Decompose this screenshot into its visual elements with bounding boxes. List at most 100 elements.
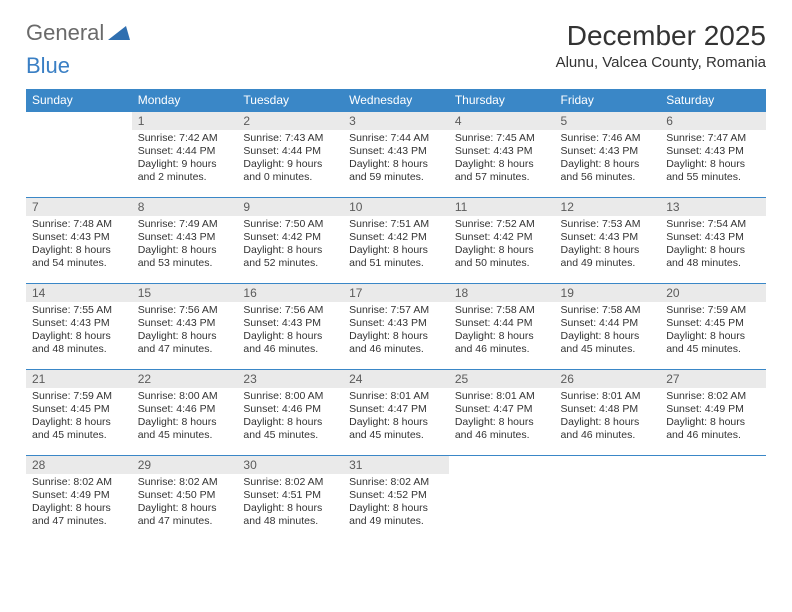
day-details: Sunrise: 8:02 AMSunset: 4:50 PMDaylight:… — [132, 474, 238, 533]
calendar-day-cell: 13Sunrise: 7:54 AMSunset: 4:43 PMDayligh… — [660, 198, 766, 284]
daylight-text: and 52 minutes. — [243, 257, 337, 270]
daylight-text: Daylight: 8 hours — [349, 244, 443, 257]
location-text: Alunu, Valcea County, Romania — [556, 54, 766, 71]
daylight-text: and 55 minutes. — [666, 171, 760, 184]
day-details: Sunrise: 8:02 AMSunset: 4:49 PMDaylight:… — [26, 474, 132, 533]
daylight-text: Daylight: 8 hours — [561, 244, 655, 257]
daylight-text: Daylight: 8 hours — [138, 330, 232, 343]
sunset-text: Sunset: 4:43 PM — [138, 317, 232, 330]
day-number: 6 — [660, 112, 766, 130]
daylight-text: and 46 minutes. — [666, 429, 760, 442]
daylight-text: and 59 minutes. — [349, 171, 443, 184]
calendar-day-cell: 18Sunrise: 7:58 AMSunset: 4:44 PMDayligh… — [449, 284, 555, 370]
daylight-text: and 48 minutes. — [666, 257, 760, 270]
day-details: Sunrise: 7:48 AMSunset: 4:43 PMDaylight:… — [26, 216, 132, 275]
daylight-text: and 46 minutes. — [455, 429, 549, 442]
sunset-text: Sunset: 4:49 PM — [666, 403, 760, 416]
sunset-text: Sunset: 4:42 PM — [349, 231, 443, 244]
sunset-text: Sunset: 4:42 PM — [455, 231, 549, 244]
day-number: 2 — [237, 112, 343, 130]
daylight-text: and 48 minutes. — [243, 515, 337, 528]
day-number: 7 — [26, 198, 132, 216]
calendar-day-cell: 24Sunrise: 8:01 AMSunset: 4:47 PMDayligh… — [343, 370, 449, 456]
calendar-day-cell: 4Sunrise: 7:45 AMSunset: 4:43 PMDaylight… — [449, 112, 555, 198]
logo: General — [26, 20, 132, 46]
calendar-table: SundayMondayTuesdayWednesdayThursdayFrid… — [26, 89, 766, 542]
sunset-text: Sunset: 4:44 PM — [455, 317, 549, 330]
day-details: Sunrise: 8:01 AMSunset: 4:47 PMDaylight:… — [343, 388, 449, 447]
daylight-text: Daylight: 8 hours — [666, 416, 760, 429]
day-number: 9 — [237, 198, 343, 216]
day-number: 14 — [26, 284, 132, 302]
day-details: Sunrise: 7:56 AMSunset: 4:43 PMDaylight:… — [237, 302, 343, 361]
day-details: Sunrise: 7:53 AMSunset: 4:43 PMDaylight:… — [555, 216, 661, 275]
sunrise-text: Sunrise: 7:57 AM — [349, 304, 443, 317]
sunset-text: Sunset: 4:43 PM — [666, 231, 760, 244]
sunset-text: Sunset: 4:44 PM — [561, 317, 655, 330]
day-number: 17 — [343, 284, 449, 302]
day-details: Sunrise: 7:57 AMSunset: 4:43 PMDaylight:… — [343, 302, 449, 361]
sunset-text: Sunset: 4:52 PM — [349, 489, 443, 502]
day-number: 23 — [237, 370, 343, 388]
day-number: 16 — [237, 284, 343, 302]
daylight-text: and 53 minutes. — [138, 257, 232, 270]
daylight-text: and 45 minutes. — [32, 429, 126, 442]
sunset-text: Sunset: 4:43 PM — [32, 231, 126, 244]
day-number: 24 — [343, 370, 449, 388]
daylight-text: Daylight: 8 hours — [349, 502, 443, 515]
calendar-day-cell: 27Sunrise: 8:02 AMSunset: 4:49 PMDayligh… — [660, 370, 766, 456]
sunset-text: Sunset: 4:44 PM — [138, 145, 232, 158]
logo-triangle-icon — [106, 20, 130, 46]
daylight-text: and 45 minutes. — [138, 429, 232, 442]
sunset-text: Sunset: 4:49 PM — [32, 489, 126, 502]
daylight-text: Daylight: 8 hours — [349, 416, 443, 429]
calendar-day-cell: 6Sunrise: 7:47 AMSunset: 4:43 PMDaylight… — [660, 112, 766, 198]
weekday-header: Thursday — [449, 89, 555, 112]
day-number: 31 — [343, 456, 449, 474]
weekday-header: Monday — [132, 89, 238, 112]
daylight-text: and 56 minutes. — [561, 171, 655, 184]
sunset-text: Sunset: 4:43 PM — [666, 145, 760, 158]
day-details: Sunrise: 7:45 AMSunset: 4:43 PMDaylight:… — [449, 130, 555, 189]
day-number: 29 — [132, 456, 238, 474]
calendar-day-cell: 23Sunrise: 8:00 AMSunset: 4:46 PMDayligh… — [237, 370, 343, 456]
sunset-text: Sunset: 4:43 PM — [138, 231, 232, 244]
day-number: 15 — [132, 284, 238, 302]
calendar-day-cell: 3Sunrise: 7:44 AMSunset: 4:43 PMDaylight… — [343, 112, 449, 198]
sunrise-text: Sunrise: 8:01 AM — [349, 390, 443, 403]
calendar-day-cell: 20Sunrise: 7:59 AMSunset: 4:45 PMDayligh… — [660, 284, 766, 370]
calendar-day-cell: 11Sunrise: 7:52 AMSunset: 4:42 PMDayligh… — [449, 198, 555, 284]
daylight-text: and 51 minutes. — [349, 257, 443, 270]
sunrise-text: Sunrise: 7:56 AM — [243, 304, 337, 317]
day-number: 22 — [132, 370, 238, 388]
day-details: Sunrise: 7:42 AMSunset: 4:44 PMDaylight:… — [132, 130, 238, 189]
sunset-text: Sunset: 4:47 PM — [455, 403, 549, 416]
sunset-text: Sunset: 4:45 PM — [32, 403, 126, 416]
page-title: December 2025 — [556, 20, 766, 52]
daylight-text: Daylight: 8 hours — [349, 158, 443, 171]
sunrise-text: Sunrise: 7:46 AM — [561, 132, 655, 145]
title-block: December 2025 Alunu, Valcea County, Roma… — [556, 20, 766, 71]
calendar-day-cell: 29Sunrise: 8:02 AMSunset: 4:50 PMDayligh… — [132, 456, 238, 542]
daylight-text: Daylight: 8 hours — [138, 502, 232, 515]
daylight-text: Daylight: 8 hours — [138, 416, 232, 429]
calendar-day-cell: 8Sunrise: 7:49 AMSunset: 4:43 PMDaylight… — [132, 198, 238, 284]
calendar-day-cell — [660, 456, 766, 542]
sunrise-text: Sunrise: 7:45 AM — [455, 132, 549, 145]
calendar-body: 1Sunrise: 7:42 AMSunset: 4:44 PMDaylight… — [26, 112, 766, 542]
day-details: Sunrise: 7:44 AMSunset: 4:43 PMDaylight:… — [343, 130, 449, 189]
sunset-text: Sunset: 4:43 PM — [349, 145, 443, 158]
sunrise-text: Sunrise: 7:59 AM — [666, 304, 760, 317]
sunset-text: Sunset: 4:43 PM — [561, 145, 655, 158]
day-number: 3 — [343, 112, 449, 130]
sunset-text: Sunset: 4:47 PM — [349, 403, 443, 416]
day-details: Sunrise: 8:02 AMSunset: 4:52 PMDaylight:… — [343, 474, 449, 533]
sunset-text: Sunset: 4:43 PM — [243, 317, 337, 330]
sunrise-text: Sunrise: 8:01 AM — [561, 390, 655, 403]
calendar-day-cell: 9Sunrise: 7:50 AMSunset: 4:42 PMDaylight… — [237, 198, 343, 284]
calendar-day-cell: 7Sunrise: 7:48 AMSunset: 4:43 PMDaylight… — [26, 198, 132, 284]
calendar-week-row: 7Sunrise: 7:48 AMSunset: 4:43 PMDaylight… — [26, 198, 766, 284]
calendar-day-cell: 19Sunrise: 7:58 AMSunset: 4:44 PMDayligh… — [555, 284, 661, 370]
day-number: 5 — [555, 112, 661, 130]
daylight-text: Daylight: 8 hours — [32, 502, 126, 515]
